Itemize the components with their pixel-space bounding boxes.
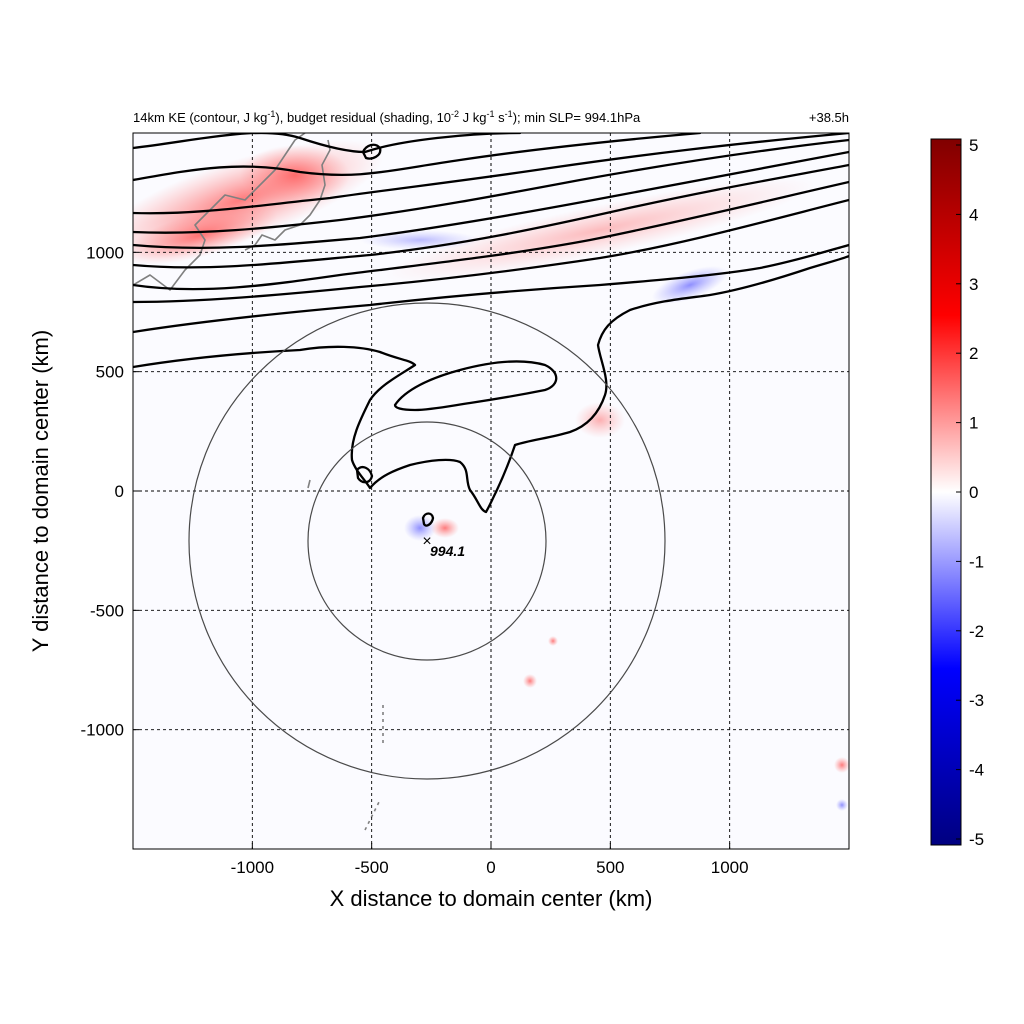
ke-contour-5 bbox=[133, 150, 849, 250]
colorbar-tick-label: -5 bbox=[969, 830, 984, 849]
colorbar: 5 4 3 2 1 0 -1 -2 -3 -4 -5 bbox=[930, 136, 984, 849]
y-tick-label: 1000 bbox=[86, 243, 124, 262]
ke-contour-9 bbox=[133, 243, 849, 334]
colorbar-tick-label: -3 bbox=[969, 691, 984, 710]
shading-red-storm-core bbox=[431, 518, 459, 538]
x-tick-label: -500 bbox=[355, 858, 389, 877]
shading-blue-north bbox=[360, 230, 480, 250]
shading-red-spot-south bbox=[523, 674, 537, 688]
coastline-islet-1 bbox=[307, 479, 311, 489]
x-tick-label: -1000 bbox=[231, 858, 274, 877]
coastline-islands bbox=[244, 139, 331, 251]
shading-red-east-ring bbox=[575, 402, 625, 438]
y-tick-label: -1000 bbox=[81, 721, 124, 740]
colorbar-tick-label: 0 bbox=[969, 483, 978, 502]
ke-contour-3 bbox=[133, 133, 849, 215]
y-axis-ticks: -1000 -500 0 500 1000 bbox=[81, 243, 139, 740]
colorbar-ticks: 5 4 3 2 1 0 -1 -2 -3 -4 -5 bbox=[956, 136, 984, 849]
ke-contour-2 bbox=[133, 133, 702, 182]
x-tick-label: 0 bbox=[486, 858, 495, 877]
ke-contours bbox=[133, 133, 849, 527]
storm-center: × 994.1 bbox=[422, 533, 465, 559]
range-ring-500km bbox=[307, 421, 547, 661]
plot-area: × 994.1 bbox=[133, 133, 849, 849]
colorbar-tick-label: -1 bbox=[969, 552, 984, 571]
shading-red-spot-southeast bbox=[834, 757, 849, 773]
x-tick-label: 1000 bbox=[711, 858, 749, 877]
ke-contour-island-north bbox=[393, 360, 558, 412]
ke-contour-small-loop bbox=[361, 143, 382, 160]
colorbar-tick-label: 4 bbox=[969, 205, 978, 224]
shading-blue-spot-southeast bbox=[836, 799, 848, 811]
x-axis-ticks: -1000 -500 0 500 1000 bbox=[231, 843, 749, 877]
forecast-hour-label: +38.5h bbox=[809, 110, 849, 125]
x-tick-label: 500 bbox=[596, 858, 624, 877]
ke-contour-4 bbox=[133, 138, 849, 234]
colorbar-tick-label: 3 bbox=[969, 275, 978, 294]
storm-center-marker: × bbox=[422, 533, 431, 550]
colorbar-tick-label: 5 bbox=[969, 136, 978, 155]
y-tick-label: 0 bbox=[115, 482, 124, 501]
range-ring-1000km bbox=[188, 302, 666, 780]
y-axis-title: Y distance to domain center (km) bbox=[28, 330, 53, 652]
ke-contour-6 bbox=[133, 163, 849, 269]
ke-contour-loop-west bbox=[355, 466, 374, 484]
ke-contour-8 bbox=[133, 198, 849, 304]
colorbar-tick-label: -4 bbox=[969, 761, 984, 780]
x-axis-title: X distance to domain center (km) bbox=[330, 886, 653, 911]
ke-contour-10 bbox=[133, 254, 849, 514]
coastline-islet-chain-2 bbox=[364, 799, 381, 831]
ke-contour-1 bbox=[133, 133, 522, 154]
shading-red-band-west bbox=[133, 205, 278, 265]
colorbar-tick-label: 2 bbox=[969, 344, 978, 363]
colorbar-tick-label: 1 bbox=[969, 414, 978, 433]
shading-red-spot-south2 bbox=[548, 636, 558, 646]
chart-title: 14km KE (contour, J kg-1), budget residu… bbox=[133, 109, 641, 125]
y-tick-label: 500 bbox=[96, 363, 124, 382]
colorbar-tick-label: -2 bbox=[969, 622, 984, 641]
storm-min-slp-label: 994.1 bbox=[430, 543, 465, 559]
y-tick-label: -500 bbox=[90, 601, 124, 620]
ke-contour-7 bbox=[133, 180, 849, 291]
range-rings bbox=[188, 302, 666, 780]
shading-blue-storm-core bbox=[404, 515, 436, 541]
ke-contour-storm-core bbox=[421, 512, 435, 527]
grid-lines bbox=[133, 133, 849, 849]
